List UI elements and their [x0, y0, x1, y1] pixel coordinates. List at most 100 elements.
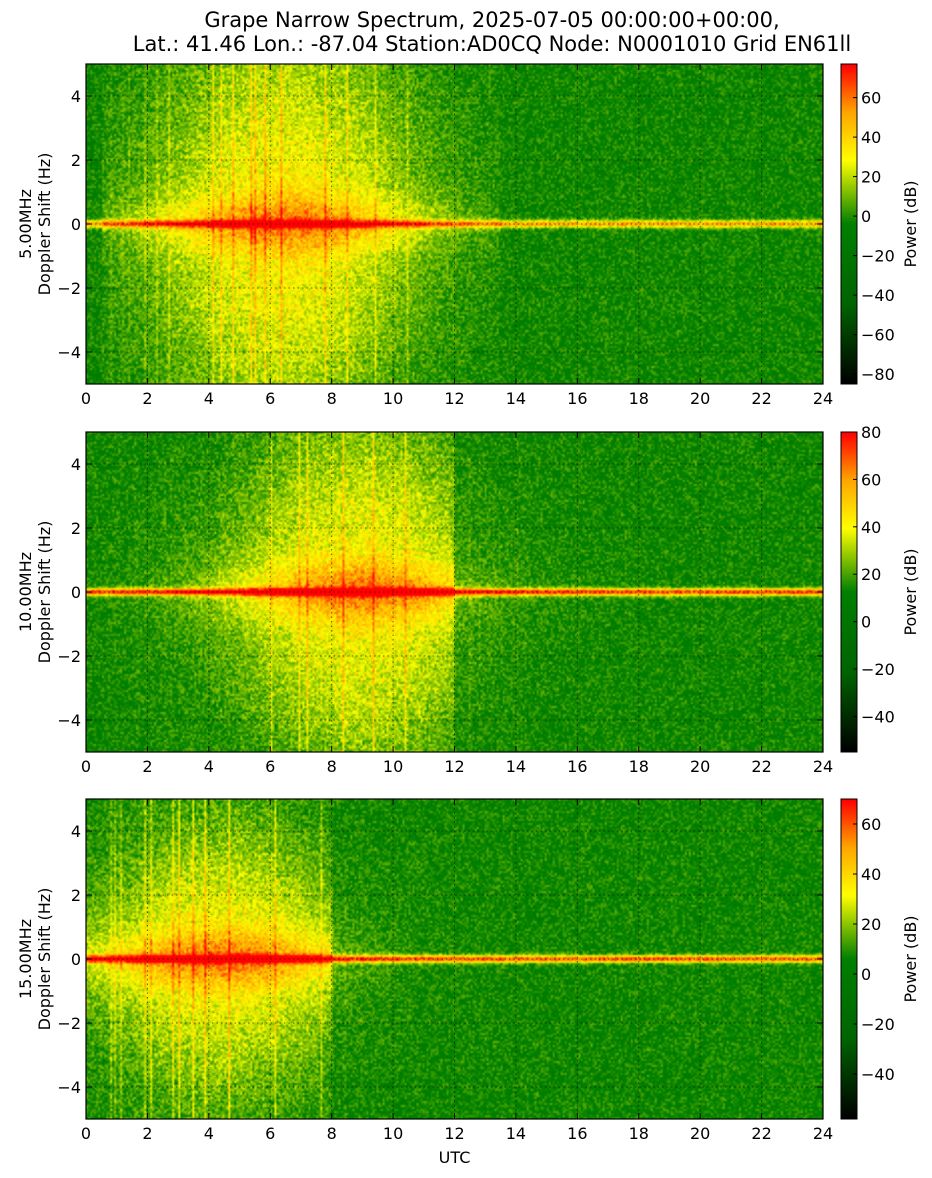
panel-10-00mhz: 0 2 4 6 8 10 12 14 16 18 20 22 24−4−202410.00MHzDopp… — [16, 423, 920, 776]
y-axis-label: 15.00MHzDoppler Shift (Hz) — [16, 888, 54, 1031]
x-axis-label: UTC — [439, 1148, 471, 1167]
y-tick-label: 0 — [71, 215, 81, 234]
y-tick-label: 4 — [71, 822, 81, 841]
x-tick-label: 18 — [629, 1124, 649, 1143]
x-tick-label: 0 — [81, 389, 91, 408]
y-tick-label: −2 — [57, 279, 81, 298]
x-tick-label: 16 — [567, 389, 587, 408]
x-tick-label: 2 — [142, 389, 152, 408]
x-tick-label: 24 — [813, 1124, 833, 1143]
x-tick-label: 24 — [813, 757, 833, 776]
x-tick-label: 16 — [567, 1124, 587, 1143]
y-tick-label: −4 — [57, 343, 81, 362]
y-tick-label: 2 — [71, 151, 81, 170]
y-tick-label: 2 — [71, 519, 81, 538]
x-tick-label: 8 — [327, 389, 337, 408]
x-tick-label: 6 — [265, 757, 275, 776]
x-tick-label: 6 — [265, 389, 275, 408]
y-tick-label: −2 — [57, 1014, 81, 1033]
y-axis-label: 10.00MHzDoppler Shift (Hz) — [16, 521, 54, 664]
x-tick-label: 0 — [81, 1124, 91, 1143]
x-tick-label: 10 — [383, 1124, 403, 1143]
figure-title-line2: Lat.: 41.46 Lon.: -87.04 Station:AD0CQ N… — [133, 32, 851, 56]
x-tick-label: 16 — [567, 757, 587, 776]
x-tick-label: 4 — [204, 389, 214, 408]
x-tick-label: 10 — [383, 389, 403, 408]
y-tick-label: −4 — [57, 1078, 81, 1097]
x-tick-label: 22 — [751, 1124, 771, 1143]
x-tick-label: 0 — [81, 757, 91, 776]
colorbar-gradient — [841, 799, 857, 1119]
colorbar-tick-label: 40 — [861, 865, 881, 884]
colorbar-tick-label: −20 — [861, 247, 895, 266]
x-tick-label: 12 — [444, 389, 464, 408]
x-tick-label: 22 — [751, 757, 771, 776]
colorbar-tick-label: −60 — [861, 326, 895, 345]
x-tick-label: 8 — [327, 1124, 337, 1143]
panels-group: 0 2 4 6 8 10 12 14 16 18 20 22 24−4−20245.00MHzDoppl… — [16, 63, 920, 1167]
colorbar-tick-label: 20 — [861, 565, 881, 584]
x-tick-label: 4 — [204, 1124, 214, 1143]
colorbar-label: Power (dB) — [901, 548, 920, 635]
y-tick-label: 2 — [71, 886, 81, 905]
y-tick-label: 0 — [71, 583, 81, 602]
colorbar-tick-label: 0 — [861, 207, 871, 226]
colorbar-tick-label: −20 — [861, 660, 895, 679]
y-axis-quantity: Doppler Shift (Hz) — [35, 521, 54, 664]
colorbar-gradient — [841, 64, 857, 384]
y-axis-quantity: Doppler Shift (Hz) — [35, 153, 54, 296]
colorbar-tick-label: 60 — [861, 815, 881, 834]
colorbar-tick-label: 0 — [861, 965, 871, 984]
x-tick-label: 2 — [142, 757, 152, 776]
panel-5-00mhz: 0 2 4 6 8 10 12 14 16 18 20 22 24−4−20245.00MHzDoppl… — [16, 63, 920, 408]
x-tick-label: 12 — [444, 757, 464, 776]
y-axis-frequency: 10.00MHz — [16, 552, 35, 632]
x-tick-label: 24 — [813, 389, 833, 408]
colorbar-tick-label: 20 — [861, 168, 881, 187]
y-tick-label: 0 — [71, 950, 81, 969]
x-tick-label: 18 — [629, 389, 649, 408]
x-tick-label: 8 — [327, 757, 337, 776]
x-tick-label: 20 — [690, 1124, 710, 1143]
x-tick-label: 10 — [383, 757, 403, 776]
colorbar-frame — [840, 63, 858, 385]
figure-title-line1: Grape Narrow Spectrum, 2025-07-05 00:00:… — [204, 8, 779, 32]
x-tick-label: 14 — [506, 1124, 526, 1143]
y-tick-label: 4 — [71, 455, 81, 474]
y-axis-label: 5.00MHzDoppler Shift (Hz) — [16, 153, 54, 296]
colorbar-frame — [840, 798, 858, 1120]
colorbar-tick-label: 60 — [861, 470, 881, 489]
x-tick-label: 2 — [142, 1124, 152, 1143]
x-tick-label: 14 — [506, 757, 526, 776]
colorbar-tick-label: 40 — [861, 128, 881, 147]
colorbar-tick-label: −20 — [861, 1015, 895, 1034]
x-tick-label: 12 — [444, 1124, 464, 1143]
x-tick-label: 18 — [629, 757, 649, 776]
colorbar-tick-label: 60 — [861, 89, 881, 108]
colorbar-tick-label: −40 — [861, 1065, 895, 1084]
x-tick-label: 14 — [506, 389, 526, 408]
colorbar-tick-label: 20 — [861, 915, 881, 934]
y-axis-frequency: 15.00MHz — [16, 919, 35, 999]
x-tick-label: 20 — [690, 389, 710, 408]
colorbar-tick-label: 0 — [861, 613, 871, 632]
panel-15-00mhz: 0 2 4 6 8 10 12 14 16 18 20 22 24−4−202415.00MHzDopp… — [16, 798, 920, 1167]
y-axis-quantity: Doppler Shift (Hz) — [35, 888, 54, 1031]
x-tick-label: 22 — [751, 389, 771, 408]
colorbar-frame — [840, 431, 858, 753]
colorbar-tick-label: −80 — [861, 365, 895, 384]
colorbar-tick-label: 40 — [861, 518, 881, 537]
colorbar-tick-label: −40 — [861, 286, 895, 305]
y-tick-label: −2 — [57, 647, 81, 666]
colorbar-gradient — [841, 432, 857, 752]
y-tick-label: 4 — [71, 87, 81, 106]
colorbar-label: Power (dB) — [901, 915, 920, 1002]
y-axis-frequency: 5.00MHz — [16, 189, 35, 259]
x-tick-label: 20 — [690, 757, 710, 776]
colorbar-tick-label: −40 — [861, 707, 895, 726]
colorbar-tick-label: 80 — [861, 423, 881, 442]
x-tick-label: 6 — [265, 1124, 275, 1143]
x-tick-label: 4 — [204, 757, 214, 776]
colorbar-label: Power (dB) — [901, 180, 920, 267]
